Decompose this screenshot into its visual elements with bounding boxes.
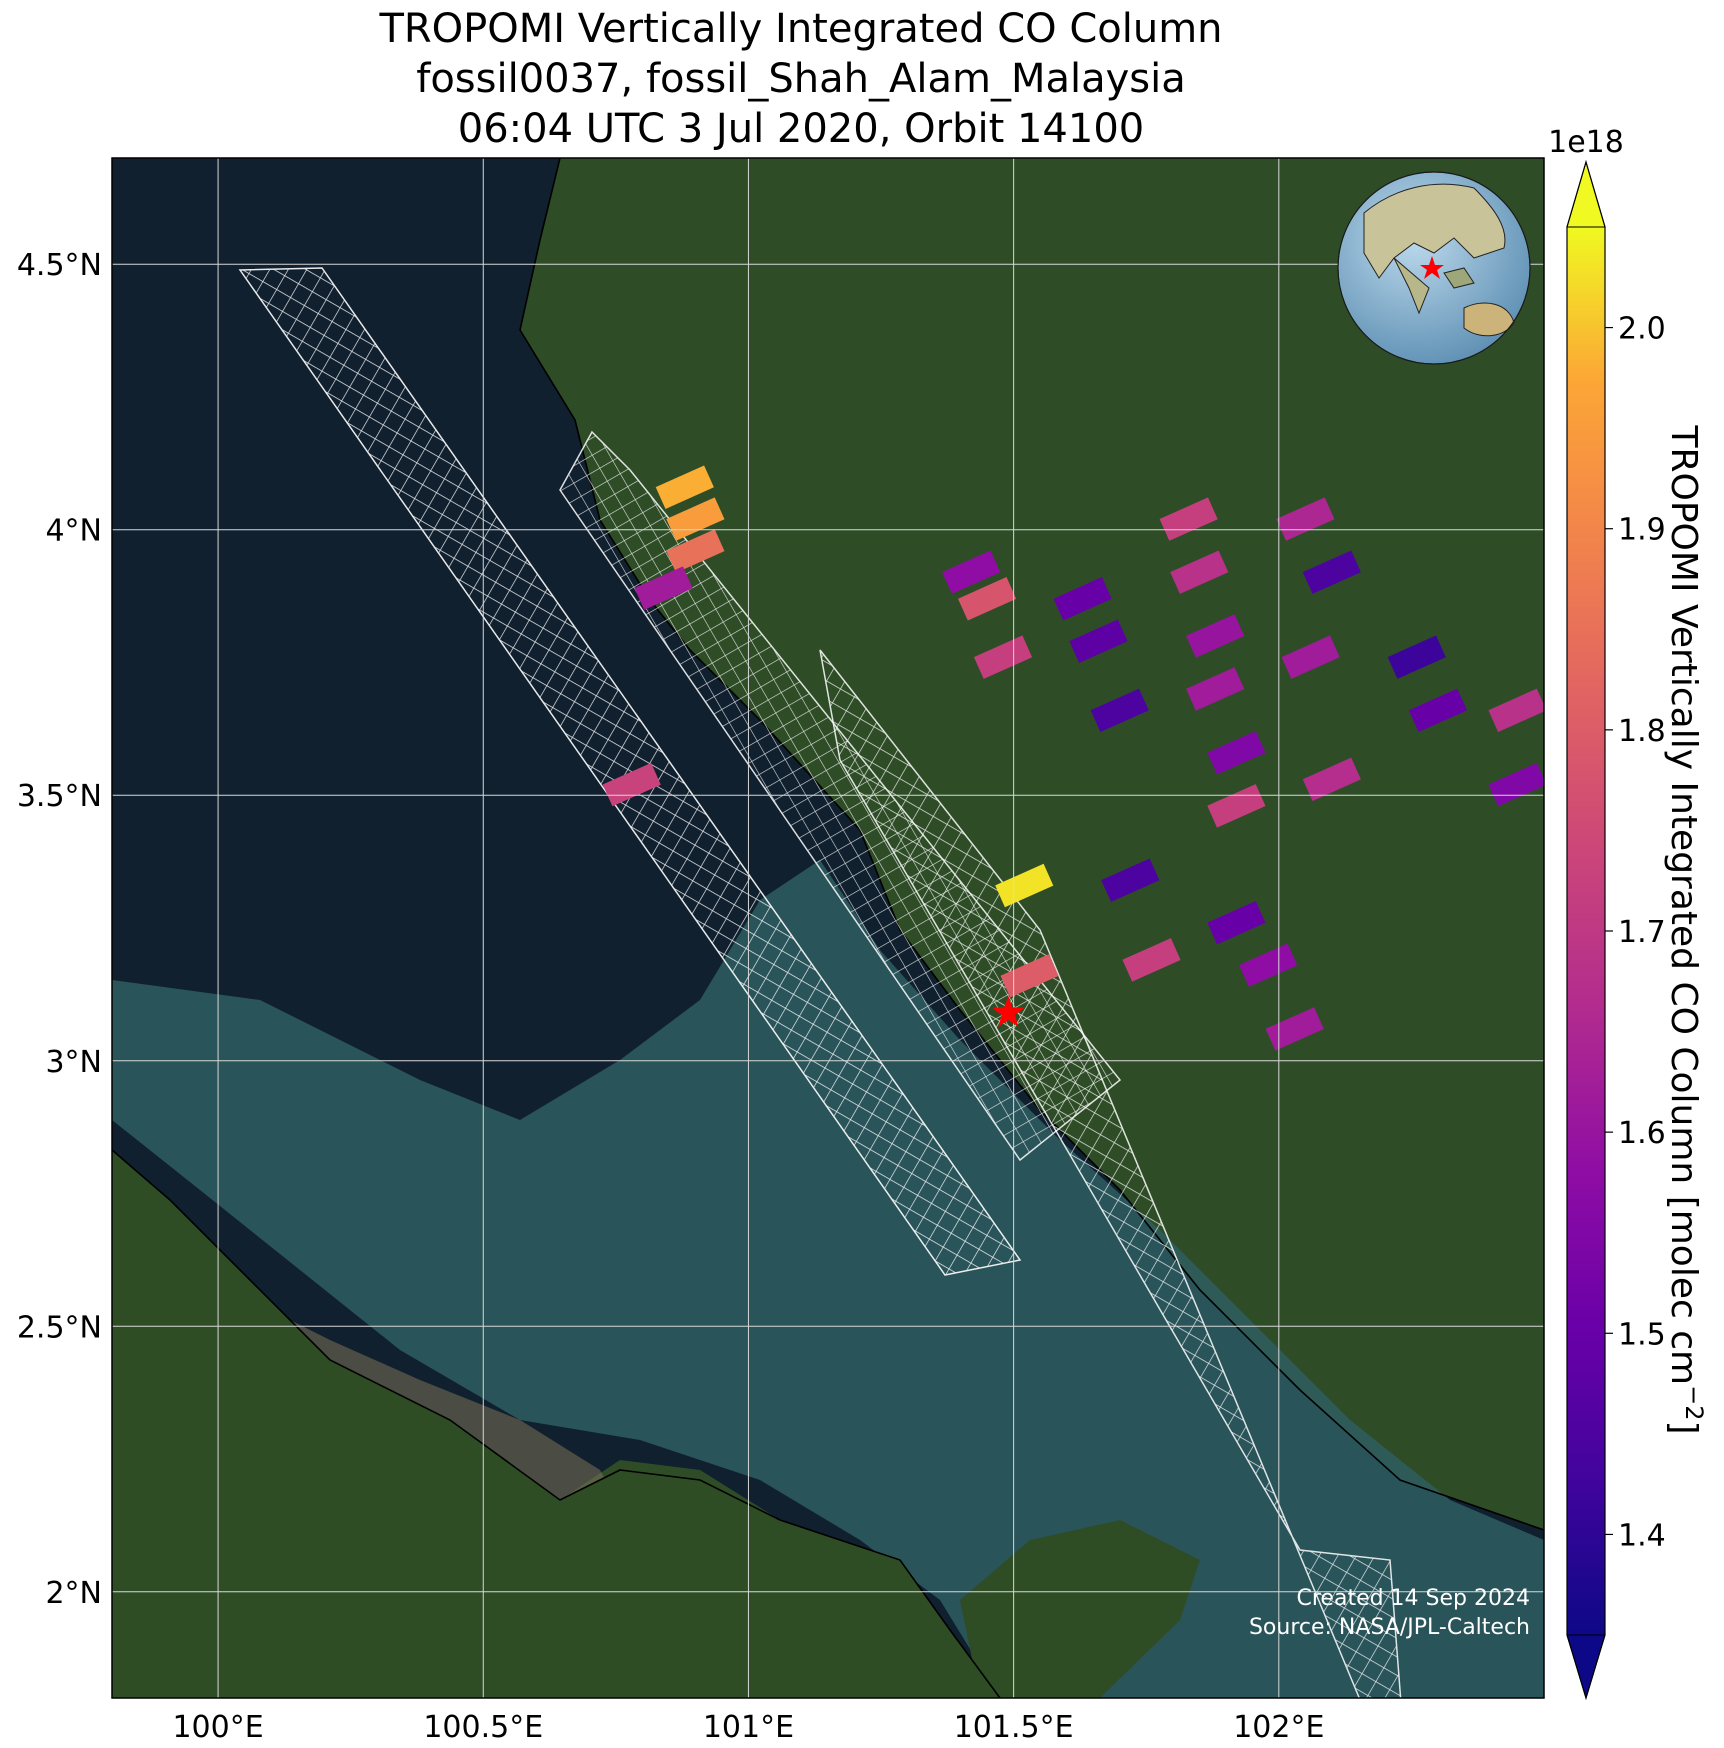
co-pixel <box>1302 550 1361 594</box>
co-pixel <box>1387 635 1446 679</box>
co-pixel <box>634 566 693 610</box>
co-pixel <box>1281 635 1340 679</box>
graticule <box>112 158 1544 1698</box>
map-frame <box>111 157 1545 1699</box>
target-swath-east <box>819 649 1402 1698</box>
colorbar-label: TROPOMI Vertically Integrated CO Column … <box>1663 424 1708 1434</box>
lat-tick-label: 2.5°N <box>17 1310 102 1345</box>
colorbar-tick-label: 1.9 <box>1618 513 1666 548</box>
co-pixel <box>942 550 1001 594</box>
lon-tick-label: 100.5°E <box>423 1710 543 1745</box>
colorbar-tick-label: 1.8 <box>1618 714 1666 749</box>
axis-labels: 100°E 100.5°E 101°E 101.5°E 102°E 2°N 2.5°N 3°N… <box>17 248 1325 1745</box>
title-line-3: 06:04 UTC 3 Jul 2020, Orbit 14100 <box>457 106 1145 152</box>
co-pixel <box>1239 943 1298 987</box>
co-pixel <box>1408 688 1467 732</box>
co-pixel <box>1170 550 1229 594</box>
co-pixel <box>1053 577 1112 621</box>
colorbar-tick-label: 1.7 <box>1618 915 1666 950</box>
colorbar-extend-max <box>1566 160 1606 228</box>
site-marker-star-icon <box>992 996 1025 1027</box>
island-land <box>960 1520 1200 1698</box>
inset-globe-icon <box>1337 171 1531 365</box>
lat-tick-label: 3.5°N <box>17 779 102 814</box>
credit-created: Created 14 Sep 2024 <box>1297 1586 1531 1611</box>
lon-tick-label: 100°E <box>172 1710 263 1745</box>
lat-tick-label: 4°N <box>45 514 102 549</box>
lat-tick-label: 2°N <box>45 1576 102 1611</box>
co-pixel <box>1265 1007 1324 1051</box>
co-pixel <box>1090 688 1149 732</box>
co-pixel <box>1186 614 1245 658</box>
map-area[interactable]: Created 14 Sep 2024 Source: NASA/JPL-Cal… <box>112 158 1547 1748</box>
colorbar-tick-label: 2.0 <box>1618 312 1666 347</box>
co-pixel <box>1488 688 1544 732</box>
colorbar-extend-min <box>1566 1634 1606 1700</box>
lon-tick-label: 101°E <box>703 1710 794 1745</box>
colorbar-tick-label: 1.4 <box>1618 1518 1666 1553</box>
co-pixel <box>973 635 1033 679</box>
colorbar-multiplier: 1e18 <box>1548 125 1624 160</box>
co-pixel <box>1000 954 1059 998</box>
co-pixel <box>1069 619 1128 663</box>
co-pixel <box>958 577 1017 621</box>
lon-tick-label: 102°E <box>1233 1710 1324 1745</box>
colorbar-gradient <box>1567 227 1605 1635</box>
co-pixel <box>1207 901 1266 945</box>
co-pixel <box>1207 731 1266 775</box>
coastline-south <box>112 1149 1001 1698</box>
shallow-water <box>112 860 1544 1698</box>
co-pixel <box>1186 667 1245 711</box>
title-line-2: fossil0037, fossil_Shah_Alam_Malaysia <box>416 56 1186 102</box>
co-pixel <box>1101 858 1160 902</box>
credit-source: Source: NASA/JPL-Caltech <box>1249 1615 1530 1640</box>
co-pixel <box>1302 757 1361 801</box>
co-pixel-layer <box>602 465 1544 1051</box>
lat-tick-label: 4.5°N <box>17 248 102 283</box>
target-swath-west <box>238 267 1022 1276</box>
title-line-1: TROPOMI Vertically Integrated CO Column <box>379 6 1223 52</box>
colorbar-tick-label: 1.5 <box>1618 1317 1666 1352</box>
sumatra-land <box>112 1150 1000 1698</box>
lat-tick-label: 3°N <box>45 1045 102 1080</box>
co-pixel <box>655 465 714 509</box>
colorbar: 1e18 1.4 1.5 1.6 1.7 1.8 1.9 2.0 TROPOMI Verti… <box>1548 125 1708 1701</box>
co-pixel <box>995 863 1054 908</box>
colorbar-ticks: 1.4 1.5 1.6 1.7 1.8 1.9 2.0 <box>1605 312 1666 1553</box>
co-pixel <box>666 529 725 573</box>
map-title: TROPOMI Vertically Integrated CO Column … <box>0 4 1602 154</box>
site-star <box>992 996 1025 1027</box>
lon-tick-label: 101.5°E <box>954 1710 1074 1745</box>
colorbar-tick-label: 1.6 <box>1618 1116 1666 1151</box>
co-pixel <box>1122 938 1181 982</box>
